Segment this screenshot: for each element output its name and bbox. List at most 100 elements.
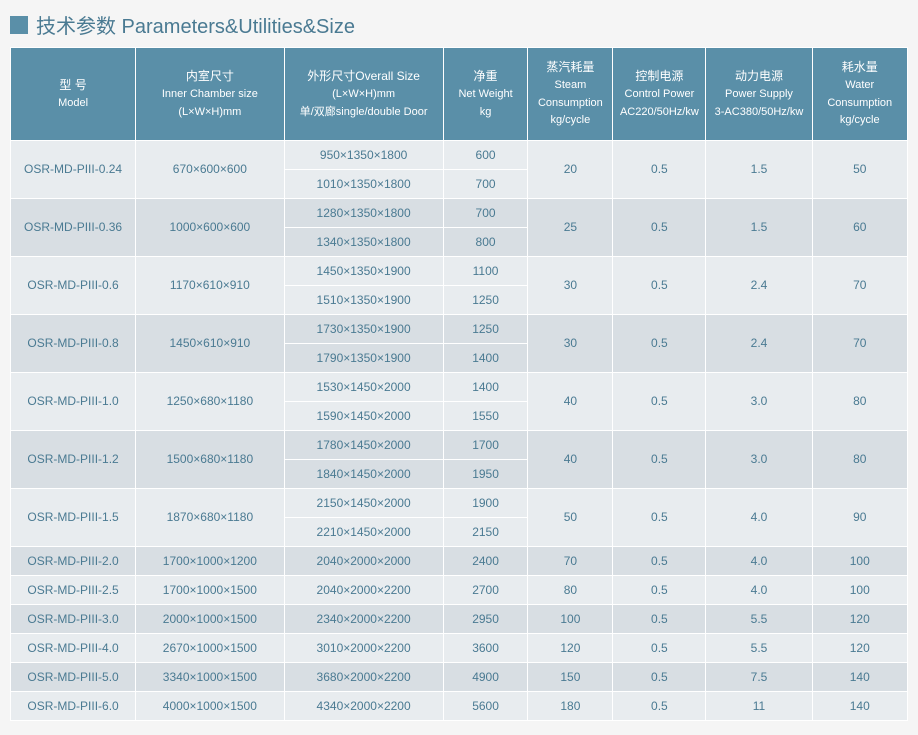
cell-power: 11 — [706, 691, 812, 720]
cell-model: OSR-MD-PIII-5.0 — [11, 662, 136, 691]
cell-weight: 2400 — [443, 546, 528, 575]
cell-weight: 2950 — [443, 604, 528, 633]
cell-control: 0.5 — [613, 575, 706, 604]
cell-power: 4.0 — [706, 575, 812, 604]
cell-weight: 1400 — [443, 343, 528, 372]
cell-overall: 1340×1350×1800 — [284, 227, 443, 256]
cell-inner: 3340×1000×1500 — [136, 662, 284, 691]
cell-water: 80 — [812, 430, 908, 488]
cell-model: OSR-MD-PIII-0.24 — [11, 140, 136, 198]
cell-power: 3.0 — [706, 372, 812, 430]
cell-water: 80 — [812, 372, 908, 430]
cell-weight: 600 — [443, 140, 528, 169]
cell-steam: 80 — [528, 575, 613, 604]
header-weight: 净重 Net Weight kg — [443, 48, 528, 141]
cell-steam: 30 — [528, 256, 613, 314]
cell-overall: 2150×1450×2000 — [284, 488, 443, 517]
cell-steam: 50 — [528, 488, 613, 546]
cell-overall: 1590×1450×2000 — [284, 401, 443, 430]
table-row: OSR-MD-PIII-1.51870×680×11802150×1450×20… — [11, 488, 908, 517]
cell-inner: 1700×1000×1500 — [136, 575, 284, 604]
cell-water: 60 — [812, 198, 908, 256]
cell-water: 70 — [812, 256, 908, 314]
cell-overall: 2040×2000×2000 — [284, 546, 443, 575]
table-row: OSR-MD-PIII-0.81450×610×9101730×1350×190… — [11, 314, 908, 343]
cell-control: 0.5 — [613, 430, 706, 488]
cell-steam: 100 — [528, 604, 613, 633]
cell-water: 140 — [812, 691, 908, 720]
cell-control: 0.5 — [613, 604, 706, 633]
cell-water: 100 — [812, 575, 908, 604]
cell-weight: 3600 — [443, 633, 528, 662]
table-row: OSR-MD-PIII-2.01700×1000×12002040×2000×2… — [11, 546, 908, 575]
title-text: 技术参数 Parameters&Utilities&Size — [36, 10, 355, 39]
table-row: OSR-MD-PIII-4.02670×1000×15003010×2000×2… — [11, 633, 908, 662]
cell-weight: 1250 — [443, 314, 528, 343]
cell-steam: 180 — [528, 691, 613, 720]
cell-weight: 1400 — [443, 372, 528, 401]
cell-water: 120 — [812, 633, 908, 662]
table-body: OSR-MD-PIII-0.24670×600×600950×1350×1800… — [11, 140, 908, 720]
cell-steam: 20 — [528, 140, 613, 198]
parameters-table: 型 号 Model 内室尺寸 Inner Chamber size (L×W×H… — [10, 47, 908, 721]
cell-control: 0.5 — [613, 633, 706, 662]
cell-weight: 1900 — [443, 488, 528, 517]
cell-weight: 5600 — [443, 691, 528, 720]
cell-power: 4.0 — [706, 488, 812, 546]
cell-overall: 1510×1350×1900 — [284, 285, 443, 314]
cell-power: 3.0 — [706, 430, 812, 488]
header-overall-size: 外形尺寸Overall Size (L×W×H)mm 单/双廊single/do… — [284, 48, 443, 141]
cell-model: OSR-MD-PIII-0.36 — [11, 198, 136, 256]
cell-inner: 1450×610×910 — [136, 314, 284, 372]
header-power-supply: 动力电源 Power Supply 3-AC380/50Hz/kw — [706, 48, 812, 141]
cell-inner: 670×600×600 — [136, 140, 284, 198]
cell-overall: 1780×1450×2000 — [284, 430, 443, 459]
cell-power: 2.4 — [706, 314, 812, 372]
cell-overall: 2340×2000×2200 — [284, 604, 443, 633]
table-header-row: 型 号 Model 内室尺寸 Inner Chamber size (L×W×H… — [11, 48, 908, 141]
cell-power: 2.4 — [706, 256, 812, 314]
cell-inner: 1250×680×1180 — [136, 372, 284, 430]
cell-model: OSR-MD-PIII-2.0 — [11, 546, 136, 575]
cell-weight: 1100 — [443, 256, 528, 285]
header-inner-size: 内室尺寸 Inner Chamber size (L×W×H)mm — [136, 48, 284, 141]
header-water: 耗水量 Water Consumption kg/cycle — [812, 48, 908, 141]
cell-overall: 1010×1350×1800 — [284, 169, 443, 198]
cell-steam: 25 — [528, 198, 613, 256]
cell-water: 70 — [812, 314, 908, 372]
cell-model: OSR-MD-PIII-3.0 — [11, 604, 136, 633]
table-row: OSR-MD-PIII-0.24670×600×600950×1350×1800… — [11, 140, 908, 169]
cell-overall: 1730×1350×1900 — [284, 314, 443, 343]
cell-steam: 150 — [528, 662, 613, 691]
title-square-icon — [10, 16, 28, 34]
cell-weight: 1550 — [443, 401, 528, 430]
cell-weight: 2700 — [443, 575, 528, 604]
cell-weight: 2150 — [443, 517, 528, 546]
cell-overall: 1450×1350×1900 — [284, 256, 443, 285]
cell-inner: 2670×1000×1500 — [136, 633, 284, 662]
cell-inner: 1000×600×600 — [136, 198, 284, 256]
cell-inner: 1700×1000×1200 — [136, 546, 284, 575]
table-row: OSR-MD-PIII-0.361000×600×6001280×1350×18… — [11, 198, 908, 227]
table-row: OSR-MD-PIII-1.21500×680×11801780×1450×20… — [11, 430, 908, 459]
table-row: OSR-MD-PIII-3.02000×1000×15002340×2000×2… — [11, 604, 908, 633]
cell-control: 0.5 — [613, 691, 706, 720]
cell-steam: 30 — [528, 314, 613, 372]
cell-control: 0.5 — [613, 256, 706, 314]
cell-water: 90 — [812, 488, 908, 546]
cell-water: 50 — [812, 140, 908, 198]
cell-water: 100 — [812, 546, 908, 575]
cell-control: 0.5 — [613, 546, 706, 575]
cell-steam: 70 — [528, 546, 613, 575]
table-row: OSR-MD-PIII-6.04000×1000×15004340×2000×2… — [11, 691, 908, 720]
cell-overall: 1790×1350×1900 — [284, 343, 443, 372]
table-row: OSR-MD-PIII-5.03340×1000×15003680×2000×2… — [11, 662, 908, 691]
cell-inner: 1500×680×1180 — [136, 430, 284, 488]
cell-weight: 4900 — [443, 662, 528, 691]
cell-model: OSR-MD-PIII-2.5 — [11, 575, 136, 604]
cell-power: 7.5 — [706, 662, 812, 691]
cell-water: 140 — [812, 662, 908, 691]
cell-control: 0.5 — [613, 662, 706, 691]
cell-power: 1.5 — [706, 140, 812, 198]
cell-overall: 2040×2000×2200 — [284, 575, 443, 604]
